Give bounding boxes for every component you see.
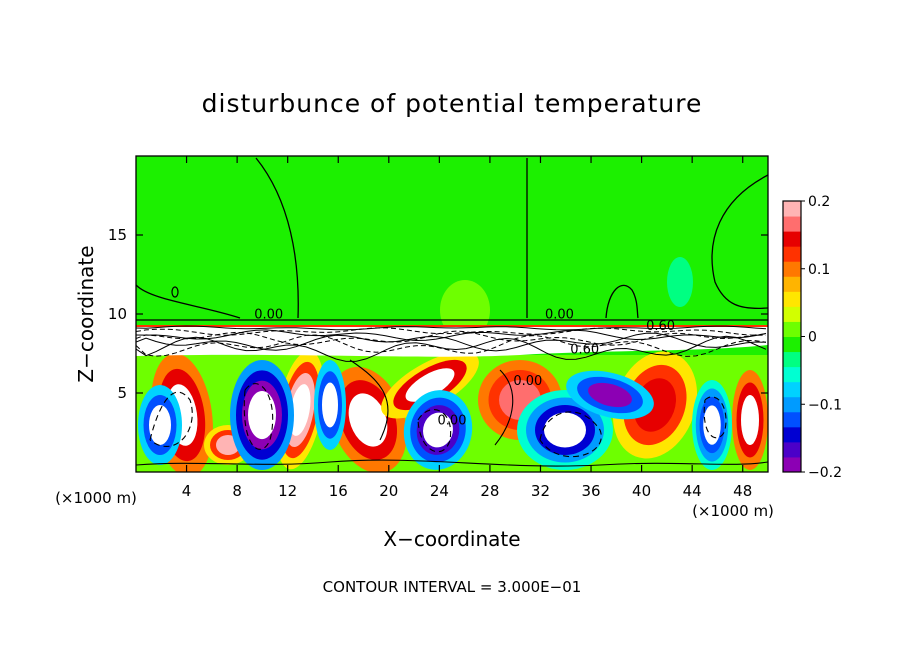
colorbar-tick-label: −0.2 — [808, 465, 842, 481]
x-tick-label: 8 — [232, 482, 242, 500]
contour-label: 0.00 — [545, 308, 574, 323]
contour-line — [136, 330, 767, 346]
x-tick-label: 4 — [182, 482, 192, 500]
x-unit-left: (×1000 m) — [55, 489, 137, 507]
y-tick-label: 10 — [108, 305, 127, 323]
colorbar-tick-label: −0.1 — [808, 397, 842, 413]
contour-line — [605, 284, 639, 319]
chart-title: disturbunce of potential temperature — [202, 89, 703, 118]
contour-line — [417, 409, 452, 453]
field-blob — [348, 393, 388, 447]
colorbar-swatch — [783, 231, 801, 247]
x-tick-label: 16 — [329, 482, 348, 500]
colorbar-tick-label: 0.1 — [808, 262, 830, 278]
contour-labels: 0.00 0.00 0.60 0.60 0.00 0.00 — [254, 308, 675, 429]
y-axis-label: Z−coordinate — [74, 245, 98, 382]
x-axis-label: X−coordinate — [383, 527, 520, 551]
colorbar-swatch — [783, 411, 801, 428]
contour-line — [711, 174, 768, 310]
x-tick-label: 32 — [531, 482, 550, 500]
contour-line — [149, 391, 193, 447]
x-axis: 4 8 12 16 20 24 28 32 36 40 44 48 — [182, 156, 752, 500]
field-blob — [423, 412, 453, 448]
contour-line — [539, 411, 602, 458]
x-tick-label: 24 — [430, 482, 449, 500]
field-blob — [322, 382, 338, 428]
colorbar-swatch — [783, 246, 801, 262]
contour-line — [136, 325, 767, 331]
colorbar: 0.2 0.1 0 −0.1 −0.2 — [782, 194, 842, 481]
contour-interval-note: CONTOUR INTERVAL = 3.000E−01 — [323, 578, 582, 596]
tight-contour-band — [136, 325, 768, 357]
field-blob — [289, 384, 311, 436]
contour-line — [136, 335, 767, 362]
x-tick-label: 36 — [581, 482, 600, 500]
y-tick-label: 15 — [108, 226, 127, 244]
contour-label: 0.00 — [438, 414, 467, 429]
colorbar-swatch — [783, 306, 801, 322]
contour-line — [703, 396, 727, 439]
x-tick-label: 44 — [683, 482, 702, 500]
contour-line — [243, 383, 274, 450]
contour-line — [255, 157, 299, 319]
colorbar-swatch — [783, 291, 801, 307]
lower-turbulent-field — [136, 350, 768, 472]
contour-label: 0.60 — [570, 343, 599, 358]
colorbar-swatch — [783, 441, 801, 458]
y-tick-label: 5 — [117, 384, 127, 402]
contour-line — [171, 286, 179, 298]
field-blob — [405, 368, 455, 402]
field-blob — [741, 395, 759, 445]
colorbar-swatch — [783, 336, 801, 353]
colorbar-swatch — [783, 426, 801, 443]
contour-line — [136, 327, 767, 336]
contour-label: 0.60 — [646, 319, 675, 334]
plot-area — [136, 156, 768, 472]
x-tick-label: 12 — [278, 482, 297, 500]
field-blob — [544, 412, 586, 448]
colorbar-swatch — [783, 366, 801, 383]
colorbar-swatch — [783, 201, 801, 217]
field-blob — [703, 405, 721, 445]
colorbar-swatch — [783, 396, 801, 413]
contour-line — [349, 359, 389, 441]
y-axis: 5 10 15 — [108, 226, 768, 402]
contour-label: 0.00 — [254, 308, 283, 323]
colorbar-tick-label: 0 — [808, 330, 817, 346]
x-tick-label: 20 — [379, 482, 398, 500]
colorbar-swatch — [783, 351, 801, 368]
colorbar-swatch — [783, 321, 801, 337]
contour-line — [494, 369, 514, 446]
tropopause-contours — [136, 319, 768, 362]
colorbar-tick-label: 0.2 — [808, 194, 830, 210]
negative-anomaly — [667, 257, 693, 307]
contour-line — [136, 284, 241, 319]
field-blob — [588, 382, 632, 408]
colorbar-swatch — [783, 276, 801, 292]
colorbar-swatch — [783, 456, 801, 473]
x-tick-label: 40 — [632, 482, 651, 500]
colorbar-swatch — [783, 261, 801, 277]
x-unit-right: (×1000 m) — [692, 502, 774, 520]
x-tick-label: 28 — [480, 482, 499, 500]
contour-line — [136, 332, 767, 352]
field-blob — [149, 405, 171, 445]
contour-line — [136, 459, 768, 467]
contour-label: 0.00 — [513, 374, 542, 389]
x-tick-label: 48 — [733, 482, 752, 500]
colorbar-swatch — [783, 216, 801, 232]
field-blob — [248, 390, 276, 440]
colorbar-swatch — [783, 381, 801, 398]
